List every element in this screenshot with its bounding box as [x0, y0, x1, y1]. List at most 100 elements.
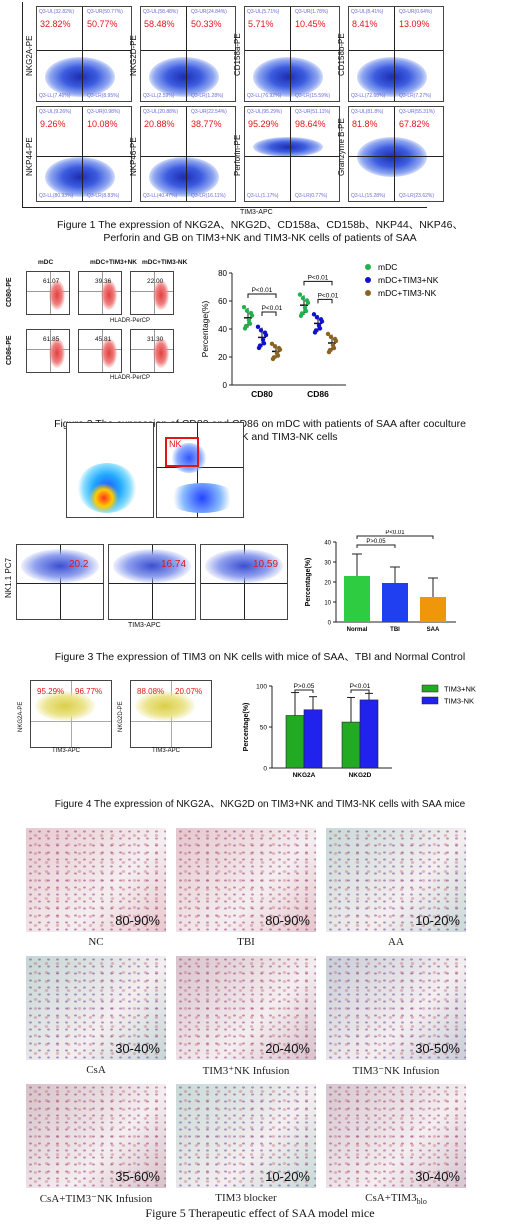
- legend-label: mDC+TIM3-NK: [378, 288, 437, 298]
- quadrant-divider-horizontal: [141, 155, 235, 157]
- quadrant-percent-right: 96.77%: [75, 687, 103, 696]
- histology-image: 10-20%: [176, 1084, 316, 1188]
- cell-population-cloud: [253, 137, 323, 157]
- legend-label: TIM3+NK: [444, 685, 476, 694]
- quadrant-divider-horizontal: [131, 720, 211, 722]
- x-category-label: Normal: [347, 627, 368, 633]
- fig4-flow-plot: 95.29% 96.77%: [30, 680, 112, 748]
- y-tick-label: 100: [256, 684, 267, 691]
- fig1-panel-ylabel: NKP44-PE: [25, 137, 34, 176]
- quadrant-lr-label: Q3-LR(23.62%): [399, 193, 435, 199]
- quadrant-ll-label: Q3-LL(2.59%): [143, 93, 175, 99]
- cell-population-cloud: [45, 57, 115, 97]
- quadrant-ul-label: Q3-UL(32.82%): [39, 9, 75, 15]
- cell-population-cloud: [149, 57, 219, 97]
- quadrant-percent-right: 38.77%: [191, 119, 222, 129]
- histology-cellularity-percent: 20-40%: [265, 1041, 310, 1056]
- quadrant-divider-vertical: [186, 107, 188, 201]
- quadrant-ll-label: Q3-LL(76.92%): [247, 93, 282, 99]
- data-point: [241, 305, 247, 310]
- histology-image: 30-40%: [26, 956, 166, 1060]
- fig1-x-label: TIM3-APC: [240, 209, 273, 216]
- quadrant-divider-vertical: [82, 7, 84, 101]
- quadrant-ul-label: Q3-UL(20.88%): [143, 109, 179, 115]
- y-tick-label: 40: [218, 325, 227, 334]
- quadrant-percent: 31.30: [147, 336, 164, 343]
- quadrant-percent: 10.59: [253, 559, 279, 570]
- data-point: [246, 317, 252, 323]
- histology-image: 30-40%: [326, 1084, 466, 1188]
- data-point: [332, 336, 338, 342]
- fig2-row-label: CD86-PE: [6, 335, 13, 365]
- histology-cellularity-percent: 30-40%: [115, 1041, 160, 1056]
- quadrant-divider-vertical: [394, 107, 396, 201]
- histology-image: 10-20%: [326, 828, 466, 932]
- significance-bracket: [294, 689, 314, 693]
- fig1-flow-plot: 95.29% 98.64% Q3-UL(95.29%) Q3-UR(51.11%) Q3…: [244, 106, 340, 202]
- quadrant-divider-horizontal: [27, 290, 69, 292]
- histology-group-label: TIM3⁺NK Infusion: [202, 1065, 290, 1077]
- fig1-flow-plot: 20.88% 38.77% Q3-UL(20.88%) Q3-UR(22.54%) Q3…: [140, 106, 236, 202]
- y-tick-label: 0: [223, 381, 228, 390]
- cell-population-cloud: [153, 338, 169, 368]
- quadrant-ur-label: Q3-UR(24.84%): [191, 9, 227, 15]
- quadrant-percent: 45.81: [95, 336, 112, 343]
- data-point: [318, 317, 324, 322]
- quadrant-lr-label: Q3-LR(8.95%): [87, 93, 120, 99]
- quadrant-ur-label: Q3-UR(0.98%): [87, 109, 121, 115]
- fig1-panel-ylabel: Granzyme B-PE: [337, 118, 346, 176]
- fig1-flow-plot: 81.8% 67.82% Q3-UL(81.8%) Q3-UR(55.31%) Q3-L…: [348, 106, 444, 202]
- histology-group-label: NC: [88, 936, 104, 948]
- data-point: [258, 328, 264, 333]
- fig1-flow-plot: 32.82% 50.77% Q3-UL(32.82%) Q3-UR(50.77%) Q3…: [36, 6, 132, 102]
- legend-swatch: [421, 696, 439, 705]
- histology-image: 30-50%: [326, 956, 466, 1060]
- nk-gate-label: NK: [169, 439, 182, 449]
- nk-gate-box[interactable]: [165, 437, 199, 467]
- cell-population-cloud: [153, 280, 169, 310]
- histology-cellularity-percent: 10-20%: [415, 913, 460, 928]
- fig1-y-axis: [22, 2, 23, 207]
- bar: [341, 721, 361, 769]
- data-point: [248, 310, 254, 316]
- quadrant-ul-label: Q3-UL(5.71%): [247, 9, 280, 15]
- data-point: [328, 334, 334, 340]
- x-category-label: NKG2A: [293, 772, 316, 779]
- y-tick-label: 10: [324, 601, 331, 607]
- cell-population-cloud: [135, 691, 195, 721]
- fig4-ylabel: NKG2D-PE: [118, 701, 124, 732]
- cell-population-cloud: [149, 157, 219, 197]
- quadrant-percent-left: 58.48%: [144, 19, 175, 29]
- histology-cellularity-percent: 30-40%: [415, 1169, 460, 1184]
- data-point: [274, 350, 280, 356]
- quadrant-percent: 20.2: [69, 559, 89, 570]
- cell-population-cloud: [205, 549, 283, 583]
- fig2-xlabel-row1: HLADR-PerCP: [110, 318, 151, 324]
- data-point: [304, 298, 310, 303]
- legend-label: mDC+TIM3+NK: [378, 275, 439, 285]
- fig4-caption: Figure 4 The expression of NKG2A、NKG2D o…: [54, 799, 466, 810]
- legend-marker: [365, 290, 371, 296]
- figure-3: NK NK1.1 PC7 20.2 16.74 10.59 TIM3-APC 0 10…: [0, 420, 520, 668]
- histology-image: 80-90%: [26, 828, 166, 932]
- quadrant-percent-right: 10.45%: [295, 19, 326, 29]
- fig3-bar-chart: 0 10 20 30 40 Percentage(%) Normal TBI SAA P>0.05…: [305, 530, 456, 633]
- figure-1: TIM3-APC 32.82% 50.77% Q3-UL(32.82%) Q3-UR(…: [0, 0, 520, 248]
- cell-population-cloud: [253, 57, 323, 97]
- figure-5: 80-90% NC 80-90% TBI 10-20% AA 30-40% CsA 20-40%…: [0, 822, 520, 1225]
- y-tick-label: 50: [260, 725, 268, 732]
- cell-population-cloud: [21, 549, 99, 583]
- fig2-flow-plot: 31.30: [130, 329, 174, 373]
- quadrant-divider-horizontal: [79, 290, 121, 292]
- figure-2: mDC mDC+TIM3+NK mDC+TIM3-NK CD80-PE 61.07 39.…: [0, 255, 520, 443]
- histology-group-label: TIM3 blocker: [215, 1192, 277, 1204]
- fig3-ylabel: NK1.1 PC7: [4, 557, 13, 598]
- data-point: [269, 341, 275, 347]
- fig1-flow-plot: 5.71% 10.45% Q3-UL(5.71%) Q3-UR(1.78%) Q3-LL…: [244, 6, 340, 102]
- data-point: [257, 343, 263, 348]
- fig2-column-label: mDC+TIM3+NK: [90, 259, 137, 266]
- y-tick-label: 80: [218, 269, 227, 278]
- data-point: [300, 295, 306, 301]
- data-point: [327, 347, 333, 353]
- x-category-label: TBI: [390, 627, 400, 633]
